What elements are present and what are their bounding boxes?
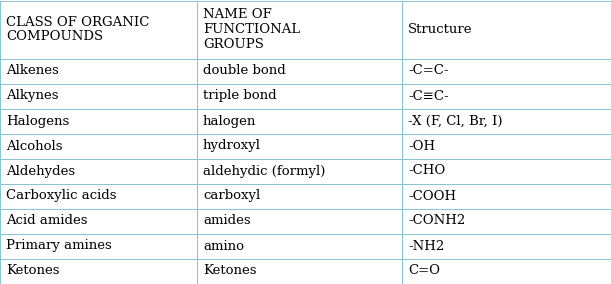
Bar: [197, 133, 402, 158]
Bar: [402, 183, 611, 208]
Text: -C=C-: -C=C-: [408, 64, 448, 78]
Bar: [402, 83, 611, 108]
Bar: [0, 258, 197, 283]
Text: Carboxylic acids: Carboxylic acids: [6, 189, 117, 202]
Bar: [0, 59, 197, 83]
Text: Ketones: Ketones: [203, 264, 257, 277]
Bar: [402, 108, 611, 133]
Bar: [197, 258, 402, 283]
Text: Primary amines: Primary amines: [6, 239, 112, 252]
Bar: [197, 158, 402, 183]
Text: Acid amides: Acid amides: [6, 214, 87, 227]
Bar: [402, 233, 611, 258]
Text: -C≡C-: -C≡C-: [408, 89, 448, 103]
Text: amino: amino: [203, 239, 244, 252]
Bar: [402, 158, 611, 183]
Text: -NH2: -NH2: [408, 239, 444, 252]
Bar: [197, 233, 402, 258]
Text: Ketones: Ketones: [6, 264, 59, 277]
Bar: [0, 133, 197, 158]
Text: C=O: C=O: [408, 264, 440, 277]
Text: Alkynes: Alkynes: [6, 89, 59, 103]
Bar: [0, 158, 197, 183]
Text: Alkenes: Alkenes: [6, 64, 59, 78]
Text: Halogens: Halogens: [6, 114, 69, 128]
Bar: [197, 1, 402, 59]
Text: -COOH: -COOH: [408, 189, 456, 202]
Text: CLASS OF ORGANIC
COMPOUNDS: CLASS OF ORGANIC COMPOUNDS: [6, 16, 149, 43]
Bar: [0, 208, 197, 233]
Bar: [0, 83, 197, 108]
Text: Alcohols: Alcohols: [6, 139, 62, 153]
Bar: [402, 1, 611, 59]
Bar: [197, 108, 402, 133]
Bar: [402, 208, 611, 233]
Text: aldehydic (formyl): aldehydic (formyl): [203, 164, 326, 178]
Bar: [402, 59, 611, 83]
Text: NAME OF
FUNCTIONAL
GROUPS: NAME OF FUNCTIONAL GROUPS: [203, 8, 300, 51]
Bar: [402, 133, 611, 158]
Text: double bond: double bond: [203, 64, 286, 78]
Text: carboxyl: carboxyl: [203, 189, 260, 202]
Text: -CHO: -CHO: [408, 164, 445, 178]
Text: Aldehydes: Aldehydes: [6, 164, 75, 178]
Bar: [197, 183, 402, 208]
Text: Structure: Structure: [408, 23, 472, 36]
Bar: [402, 258, 611, 283]
Text: -X (F, Cl, Br, I): -X (F, Cl, Br, I): [408, 114, 502, 128]
Text: amides: amides: [203, 214, 251, 227]
Bar: [0, 183, 197, 208]
Bar: [197, 83, 402, 108]
Bar: [0, 108, 197, 133]
Bar: [0, 233, 197, 258]
Bar: [197, 59, 402, 83]
Text: halogen: halogen: [203, 114, 257, 128]
Text: hydroxyl: hydroxyl: [203, 139, 261, 153]
Bar: [0, 1, 197, 59]
Bar: [197, 208, 402, 233]
Text: -OH: -OH: [408, 139, 435, 153]
Text: -CONH2: -CONH2: [408, 214, 465, 227]
Text: triple bond: triple bond: [203, 89, 277, 103]
